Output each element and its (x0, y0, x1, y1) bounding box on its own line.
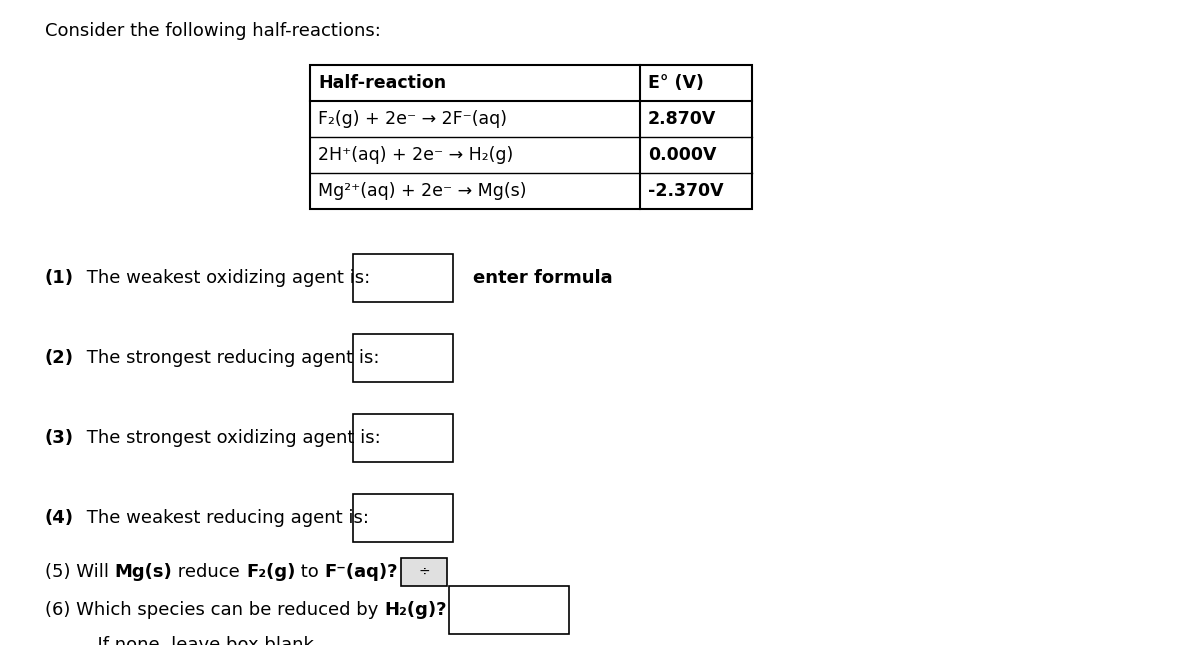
Bar (353, 494, 454, 542)
Text: H₂(g)?: H₂(g)? (384, 601, 446, 619)
Text: The strongest oxidizing agent is:: The strongest oxidizing agent is: (82, 429, 380, 447)
Text: (3): (3) (46, 429, 74, 447)
Bar (353, 414, 454, 462)
Text: (2): (2) (46, 349, 74, 367)
Text: F₂(g) + 2e⁻ → 2F⁻(aq): F₂(g) + 2e⁻ → 2F⁻(aq) (318, 110, 508, 128)
Bar (353, 334, 454, 382)
Text: (6) Which species can be reduced by: (6) Which species can be reduced by (46, 601, 384, 619)
Text: The weakest oxidizing agent is:: The weakest oxidizing agent is: (82, 269, 371, 287)
Text: 2H⁺(aq) + 2e⁻ → H₂(g): 2H⁺(aq) + 2e⁻ → H₂(g) (318, 146, 514, 164)
Text: ÷: ÷ (419, 565, 430, 579)
Text: E° (V): E° (V) (648, 74, 704, 92)
Text: 0.000V: 0.000V (648, 146, 716, 164)
Text: Mg(s): Mg(s) (115, 563, 173, 581)
Text: (4): (4) (46, 509, 74, 527)
Text: If none, leave box blank.: If none, leave box blank. (64, 636, 319, 645)
Bar (310, 65, 752, 209)
Text: -2.370V: -2.370V (648, 182, 724, 200)
Bar (401, 558, 448, 586)
Text: Mg²⁺(aq) + 2e⁻ → Mg(s): Mg²⁺(aq) + 2e⁻ → Mg(s) (318, 182, 527, 200)
Text: to: to (295, 563, 325, 581)
Text: (1): (1) (46, 269, 74, 287)
Text: F₂(g): F₂(g) (246, 563, 295, 581)
Text: The weakest reducing agent is:: The weakest reducing agent is: (82, 509, 370, 527)
Text: The strongest reducing agent is:: The strongest reducing agent is: (82, 349, 379, 367)
Text: enter formula: enter formula (473, 269, 613, 287)
Text: Consider the following half-reactions:: Consider the following half-reactions: (46, 22, 380, 40)
Text: reduce: reduce (173, 563, 246, 581)
Bar (449, 586, 569, 634)
Text: Half-reaction: Half-reaction (318, 74, 446, 92)
Text: (5) Will: (5) Will (46, 563, 115, 581)
Text: 2.870V: 2.870V (648, 110, 716, 128)
Bar (353, 254, 454, 302)
Text: F⁻(aq)?: F⁻(aq)? (325, 563, 398, 581)
